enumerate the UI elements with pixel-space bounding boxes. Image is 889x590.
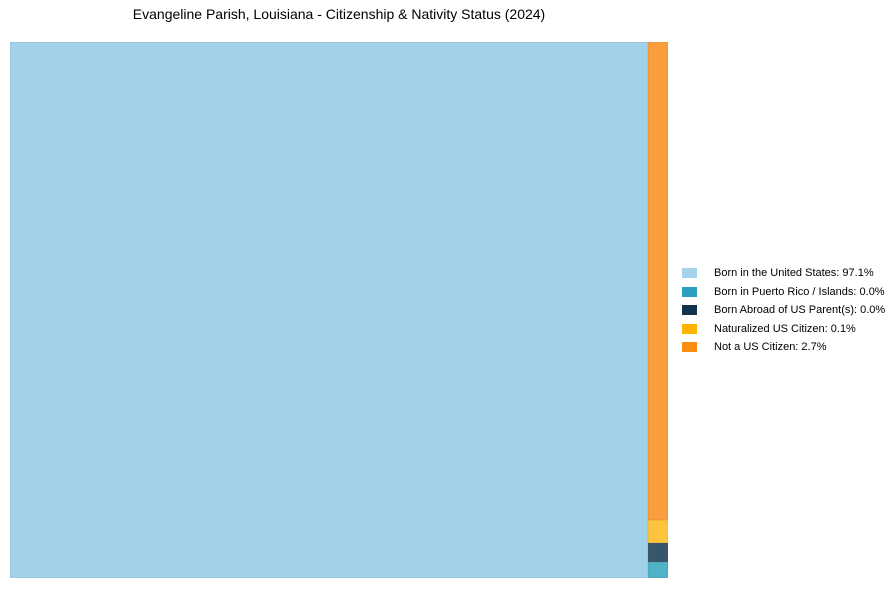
treemap-cell-not-a-us-citizen[interactable] xyxy=(648,42,668,520)
legend-swatch-icon xyxy=(682,286,697,297)
legend-swatch-icon xyxy=(682,268,697,279)
treemap-cell-born-abroad-of-us-parent-s[interactable] xyxy=(648,543,668,562)
chart-title: Evangeline Parish, Louisiana - Citizensh… xyxy=(132,6,546,22)
legend-swatch-icon xyxy=(682,305,697,316)
legend-swatch-icon xyxy=(682,323,697,334)
legend-label: Born Abroad of US Parent(s): 0.0% xyxy=(714,304,886,317)
legend-item-naturalized-us-citizen[interactable]: Naturalized US Citizen: 0.1% xyxy=(682,320,885,339)
treemap-plot-area xyxy=(10,42,668,578)
legend-item-born-in-puerto-rico-islands[interactable]: Born in Puerto Rico / Islands: 0.0% xyxy=(682,283,885,302)
legend-label: Born in the United States: 97.1% xyxy=(714,267,874,280)
legend-item-born-in-the-united-states[interactable]: Born in the United States: 97.1% xyxy=(682,264,885,283)
treemap-cell-born-in-puerto-rico-islands[interactable] xyxy=(648,562,668,578)
legend-label: Naturalized US Citizen: 0.1% xyxy=(714,322,856,335)
legend-item-born-abroad-of-us-parent-s[interactable]: Born Abroad of US Parent(s): 0.0% xyxy=(682,301,885,320)
legend: Born in the United States: 97.1% Born in … xyxy=(682,264,885,357)
treemap-cell-born-in-the-united-states[interactable] xyxy=(10,42,648,578)
treemap-cell-naturalized-us-citizen[interactable] xyxy=(648,520,668,543)
legend-label: Not a US Citizen: 2.7% xyxy=(714,341,827,354)
legend-item-not-a-us-citizen[interactable]: Not a US Citizen: 2.7% xyxy=(682,338,885,357)
legend-label: Born in Puerto Rico / Islands: 0.0% xyxy=(714,285,885,298)
legend-swatch-icon xyxy=(682,342,697,353)
